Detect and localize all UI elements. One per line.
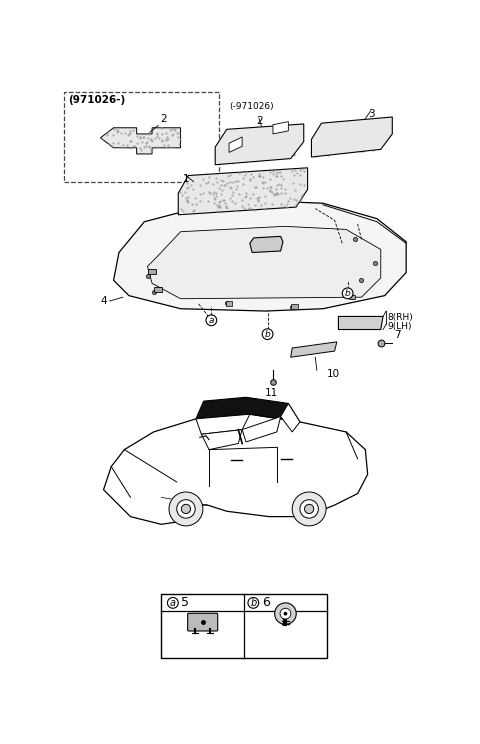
Text: 1: 1 [183,174,190,184]
FancyBboxPatch shape [226,301,232,306]
Text: b: b [250,598,256,608]
FancyBboxPatch shape [349,295,355,300]
Circle shape [275,603,296,624]
FancyBboxPatch shape [148,269,156,275]
FancyBboxPatch shape [291,304,298,309]
Text: 10: 10 [327,369,340,379]
Polygon shape [229,137,242,153]
Circle shape [262,329,273,339]
Circle shape [177,500,195,518]
Text: (971026-): (971026-) [68,94,125,105]
Polygon shape [100,128,180,154]
Polygon shape [147,226,381,299]
Polygon shape [242,417,281,442]
Text: 9(LH): 9(LH) [387,322,411,331]
Polygon shape [161,594,327,658]
FancyBboxPatch shape [188,613,218,631]
Text: 8(RH): 8(RH) [387,313,413,322]
Circle shape [280,609,291,619]
Text: a: a [170,598,176,608]
Polygon shape [291,341,337,357]
Polygon shape [338,316,383,330]
Circle shape [206,315,217,326]
Circle shape [169,492,203,526]
Text: 11: 11 [265,388,278,398]
Polygon shape [312,117,392,157]
Text: 5: 5 [181,597,189,609]
Polygon shape [201,429,242,449]
Text: 6: 6 [262,597,270,609]
Polygon shape [215,124,304,164]
Text: a: a [209,315,214,325]
Circle shape [304,504,314,513]
Polygon shape [273,121,288,134]
Text: 2: 2 [160,114,167,124]
Text: b: b [264,330,270,339]
Polygon shape [178,168,308,215]
Circle shape [342,288,353,299]
Polygon shape [196,397,300,422]
Circle shape [284,612,287,615]
Polygon shape [196,414,250,434]
Polygon shape [64,92,219,182]
Circle shape [248,597,259,609]
Circle shape [168,597,178,609]
Text: 7: 7 [394,330,400,340]
Polygon shape [114,201,406,311]
Polygon shape [250,237,283,252]
Polygon shape [281,403,300,432]
Circle shape [292,492,326,526]
Text: b: b [345,289,350,298]
Text: 3: 3 [368,109,374,118]
Circle shape [300,500,318,518]
FancyBboxPatch shape [155,286,162,292]
Text: 4: 4 [101,296,108,306]
Text: 2: 2 [256,116,263,126]
Circle shape [181,504,191,513]
Text: (-971026): (-971026) [229,103,274,112]
Polygon shape [104,414,368,525]
